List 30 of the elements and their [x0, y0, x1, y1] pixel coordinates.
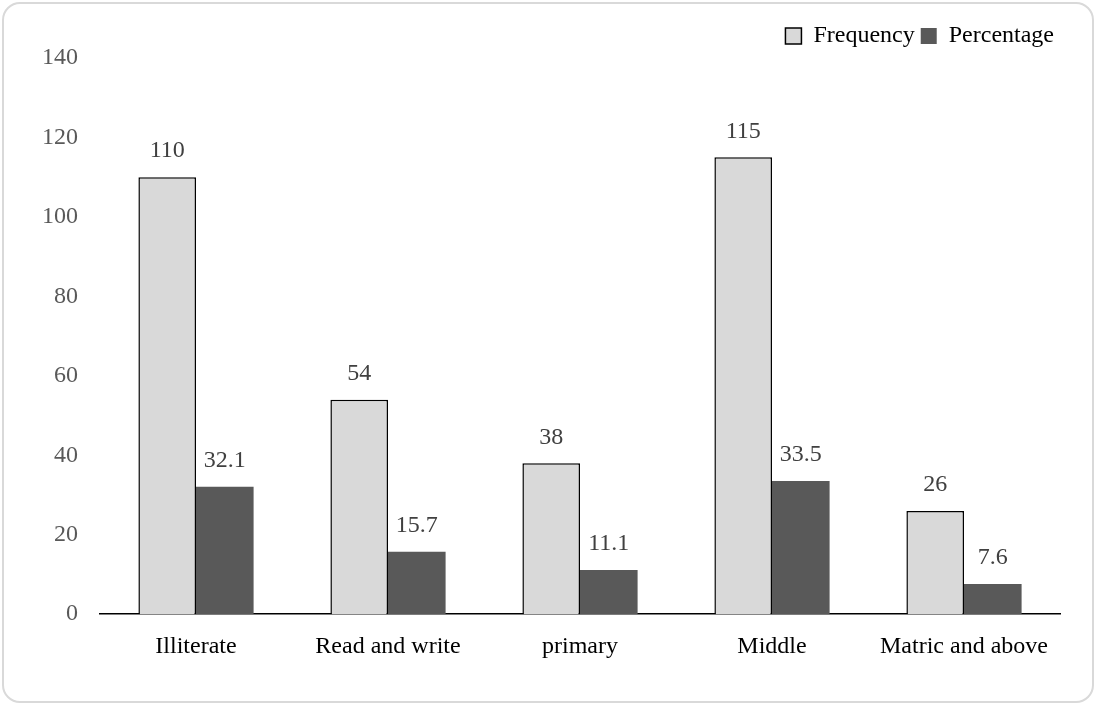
legend-label: Percentage: [948, 21, 1055, 48]
data-label: 115: [725, 116, 761, 143]
bar: [196, 486, 254, 615]
bar: [580, 570, 638, 615]
y-tick-label: 60: [54, 361, 78, 388]
x-tick-label: Matric and above: [880, 631, 1048, 658]
y-tick-label: 40: [54, 440, 78, 467]
data-label: 38: [539, 422, 564, 449]
data-label: 33.5: [779, 440, 822, 467]
x-tick-label: Read and write: [315, 631, 461, 658]
bar: [964, 584, 1022, 615]
data-label: 26: [923, 470, 948, 497]
y-tick-label: 140: [42, 43, 78, 70]
data-label: 15.7: [395, 511, 438, 538]
y-tick-label: 20: [54, 520, 78, 547]
data-label: 11.1: [588, 529, 630, 556]
bar: [388, 551, 446, 615]
y-tick-label: 100: [42, 202, 78, 229]
data-label: 54: [347, 358, 372, 385]
y-tick-label: 0: [66, 599, 78, 626]
legend-label: Frequency: [813, 21, 915, 48]
x-tick-label: primary: [542, 631, 618, 658]
y-tick-label: 80: [54, 281, 78, 308]
y-tick-label: 120: [42, 122, 78, 149]
data-label: 7.6: [977, 543, 1008, 570]
data-label: 32.1: [203, 445, 246, 472]
x-tick-label: Middle: [737, 631, 807, 658]
bar: [772, 481, 830, 615]
x-tick-label: Illiterate: [155, 631, 237, 658]
data-label: 110: [149, 136, 185, 163]
